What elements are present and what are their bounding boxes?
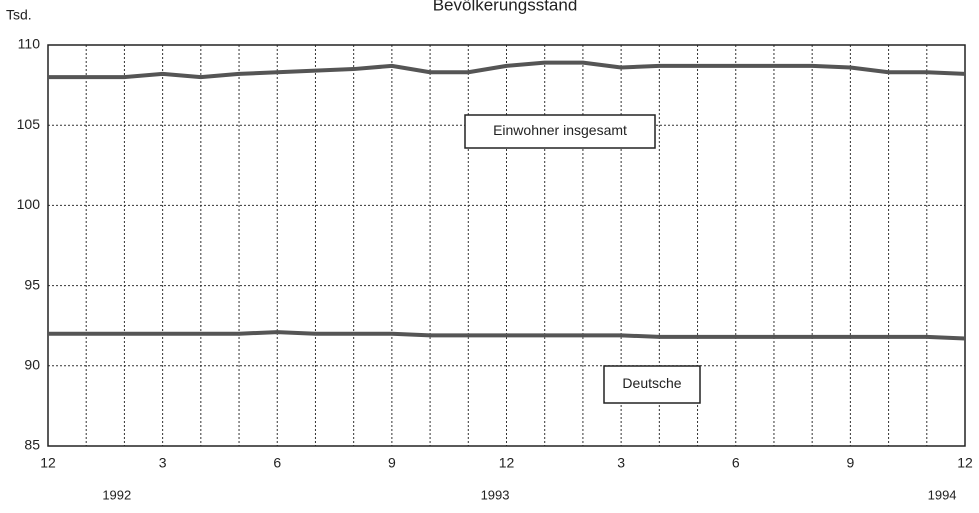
legend-box	[464, 114, 656, 149]
y-tick-label: 95	[24, 276, 40, 292]
legend-label: Deutsche	[622, 375, 681, 391]
x-tick-label: 12	[499, 455, 515, 471]
series-line	[48, 330, 966, 341]
x-tick-label: 6	[732, 455, 740, 471]
year-label: 1993	[481, 487, 510, 502]
plot-frame	[47, 44, 966, 447]
year-label: 1994	[928, 487, 957, 502]
series-line	[48, 60, 966, 80]
x-tick-label: 9	[388, 455, 396, 471]
x-tick-label: 12	[40, 455, 56, 471]
chart-title: Bevölkerungsstand	[433, 0, 578, 14]
x-tick-label: 3	[159, 455, 167, 471]
y-tick-label: 105	[17, 116, 41, 132]
x-tick-label: 3	[617, 455, 625, 471]
x-tick-label: 9	[846, 455, 854, 471]
y-tick-label: 90	[24, 357, 40, 373]
y-axis-label: Tsd.	[6, 7, 32, 23]
x-tick-label: 6	[273, 455, 281, 471]
y-tick-label: 100	[17, 196, 41, 212]
y-tick-label: 85	[24, 437, 40, 453]
y-tick-label: 110	[18, 36, 41, 52]
legend-box	[603, 365, 701, 404]
legend-label: Einwohner insgesamt	[493, 122, 627, 138]
x-tick-label: 12	[957, 455, 973, 471]
year-label: 1992	[102, 487, 131, 502]
